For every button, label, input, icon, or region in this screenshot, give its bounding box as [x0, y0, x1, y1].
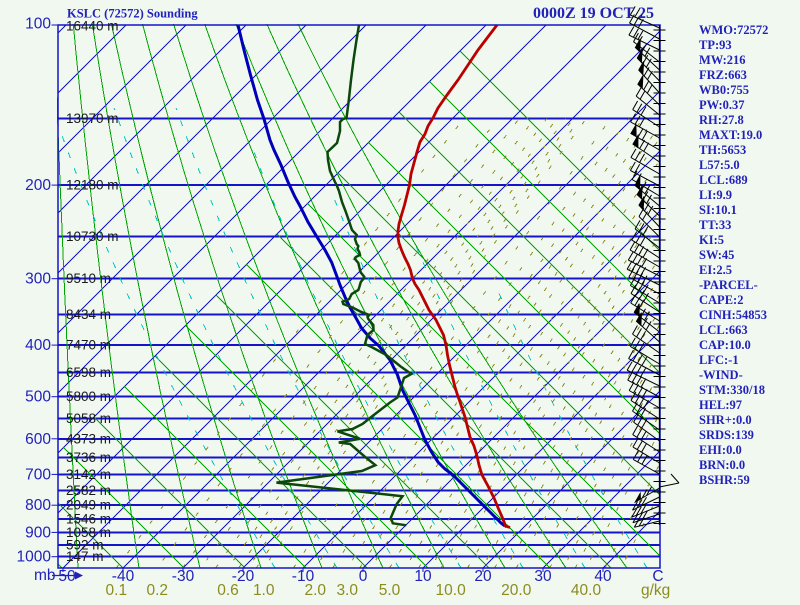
svg-text:13970 m: 13970 m — [66, 111, 119, 126]
svg-text:SHR+:0.0: SHR+:0.0 — [699, 413, 752, 427]
svg-text:5058 m: 5058 m — [66, 411, 111, 426]
svg-text:BSHR:59: BSHR:59 — [699, 473, 750, 487]
svg-text:700: 700 — [25, 466, 51, 483]
svg-text:10730 m: 10730 m — [66, 229, 119, 244]
svg-text:STM:330/18: STM:330/18 — [699, 383, 765, 397]
svg-text:TH:5653: TH:5653 — [699, 143, 746, 157]
svg-text:KSLC (72572) Sounding: KSLC (72572) Sounding — [67, 7, 198, 21]
svg-text:900: 900 — [25, 524, 51, 541]
svg-text:3.0: 3.0 — [336, 582, 358, 599]
svg-text:-30: -30 — [172, 568, 195, 585]
svg-text:2582 m: 2582 m — [66, 483, 111, 498]
svg-text:PW:0.37: PW:0.37 — [699, 98, 744, 112]
svg-text:BRN:0.0: BRN:0.0 — [699, 458, 745, 472]
svg-text:-40: -40 — [112, 568, 135, 585]
svg-text:5.0: 5.0 — [379, 582, 401, 599]
svg-text:10: 10 — [414, 568, 432, 585]
svg-text:30: 30 — [534, 568, 552, 585]
svg-text:12180 m: 12180 m — [66, 178, 119, 193]
svg-text:1546 m: 1546 m — [66, 512, 111, 527]
svg-text:EI:2.5: EI:2.5 — [699, 263, 732, 277]
svg-text:SRDS:139: SRDS:139 — [699, 428, 754, 442]
svg-text:HEL:97: HEL:97 — [699, 398, 742, 412]
svg-text:LCL:663: LCL:663 — [699, 323, 748, 337]
svg-text:1058 m: 1058 m — [66, 525, 111, 540]
svg-text:5800 m: 5800 m — [66, 389, 111, 404]
svg-text:40.0: 40.0 — [571, 582, 602, 599]
svg-text:20.0: 20.0 — [501, 582, 532, 599]
svg-text:1.0: 1.0 — [253, 582, 275, 599]
svg-text:0000Z 19 OCT 25: 0000Z 19 OCT 25 — [533, 5, 654, 22]
svg-text:-WIND-: -WIND- — [699, 368, 743, 382]
svg-text:592 m: 592 m — [66, 537, 104, 552]
svg-text:2049 m: 2049 m — [66, 498, 111, 513]
svg-text:300: 300 — [25, 271, 51, 288]
svg-text:4373 m: 4373 m — [66, 431, 111, 446]
svg-text:FRZ:663: FRZ:663 — [699, 68, 747, 82]
svg-text:6598 m: 6598 m — [66, 365, 111, 380]
svg-text:MAXT:19.0: MAXT:19.0 — [699, 128, 762, 142]
svg-text:500: 500 — [25, 389, 51, 406]
svg-text:SI:10.1: SI:10.1 — [699, 203, 737, 217]
svg-text:LCL:689: LCL:689 — [699, 173, 748, 187]
svg-text:MW:216: MW:216 — [699, 53, 746, 67]
svg-text:SW:45: SW:45 — [699, 248, 734, 262]
svg-text:9510 m: 9510 m — [66, 271, 111, 286]
svg-text:EHI:0.0: EHI:0.0 — [699, 443, 742, 457]
svg-text:g/kg: g/kg — [641, 582, 670, 599]
svg-text:40: 40 — [594, 568, 612, 585]
svg-text:2.0: 2.0 — [304, 582, 326, 599]
svg-text:7470 m: 7470 m — [66, 338, 111, 353]
svg-text:20: 20 — [474, 568, 492, 585]
svg-text:-PARCEL-: -PARCEL- — [699, 278, 758, 292]
svg-text:0.6: 0.6 — [217, 582, 239, 599]
svg-text:0.2: 0.2 — [146, 582, 168, 599]
svg-text:600: 600 — [25, 431, 51, 448]
svg-text:LFC:-1: LFC:-1 — [699, 353, 739, 367]
svg-text:8434 m: 8434 m — [66, 307, 111, 322]
svg-text:RH:27.8: RH:27.8 — [699, 113, 744, 127]
svg-text:CAP:10.0: CAP:10.0 — [699, 338, 751, 352]
svg-text:3736 m: 3736 m — [66, 450, 111, 465]
svg-text:mb: mb — [34, 567, 56, 584]
svg-text:50: 50 — [58, 568, 76, 585]
svg-text:TP:93: TP:93 — [699, 38, 732, 52]
svg-text:-10: -10 — [292, 568, 315, 585]
svg-text:100: 100 — [25, 16, 51, 33]
svg-text:3142 m: 3142 m — [66, 467, 111, 482]
svg-text:L57:5.0: L57:5.0 — [699, 158, 740, 172]
svg-text:WMO:72572: WMO:72572 — [699, 23, 768, 37]
svg-text:10.0: 10.0 — [436, 582, 467, 599]
svg-text:CAPE:2: CAPE:2 — [699, 293, 743, 307]
svg-text:800: 800 — [25, 497, 51, 514]
svg-text:TT:33: TT:33 — [699, 218, 731, 232]
svg-text:-20: -20 — [232, 568, 255, 585]
svg-text:C: C — [652, 568, 663, 585]
svg-text:147 m: 147 m — [66, 549, 104, 564]
svg-text:WB0:755: WB0:755 — [699, 83, 749, 97]
svg-text:400: 400 — [25, 337, 51, 354]
svg-text:200: 200 — [25, 177, 51, 194]
svg-text:LI:9.9: LI:9.9 — [699, 188, 732, 202]
svg-text:16440 m: 16440 m — [66, 19, 119, 34]
svg-text:KI:5: KI:5 — [699, 233, 724, 247]
svg-text:1000: 1000 — [17, 549, 52, 566]
svg-text:CINH:54853: CINH:54853 — [699, 308, 767, 322]
svg-text:0: 0 — [359, 568, 368, 585]
svg-text:0.1: 0.1 — [106, 582, 128, 599]
